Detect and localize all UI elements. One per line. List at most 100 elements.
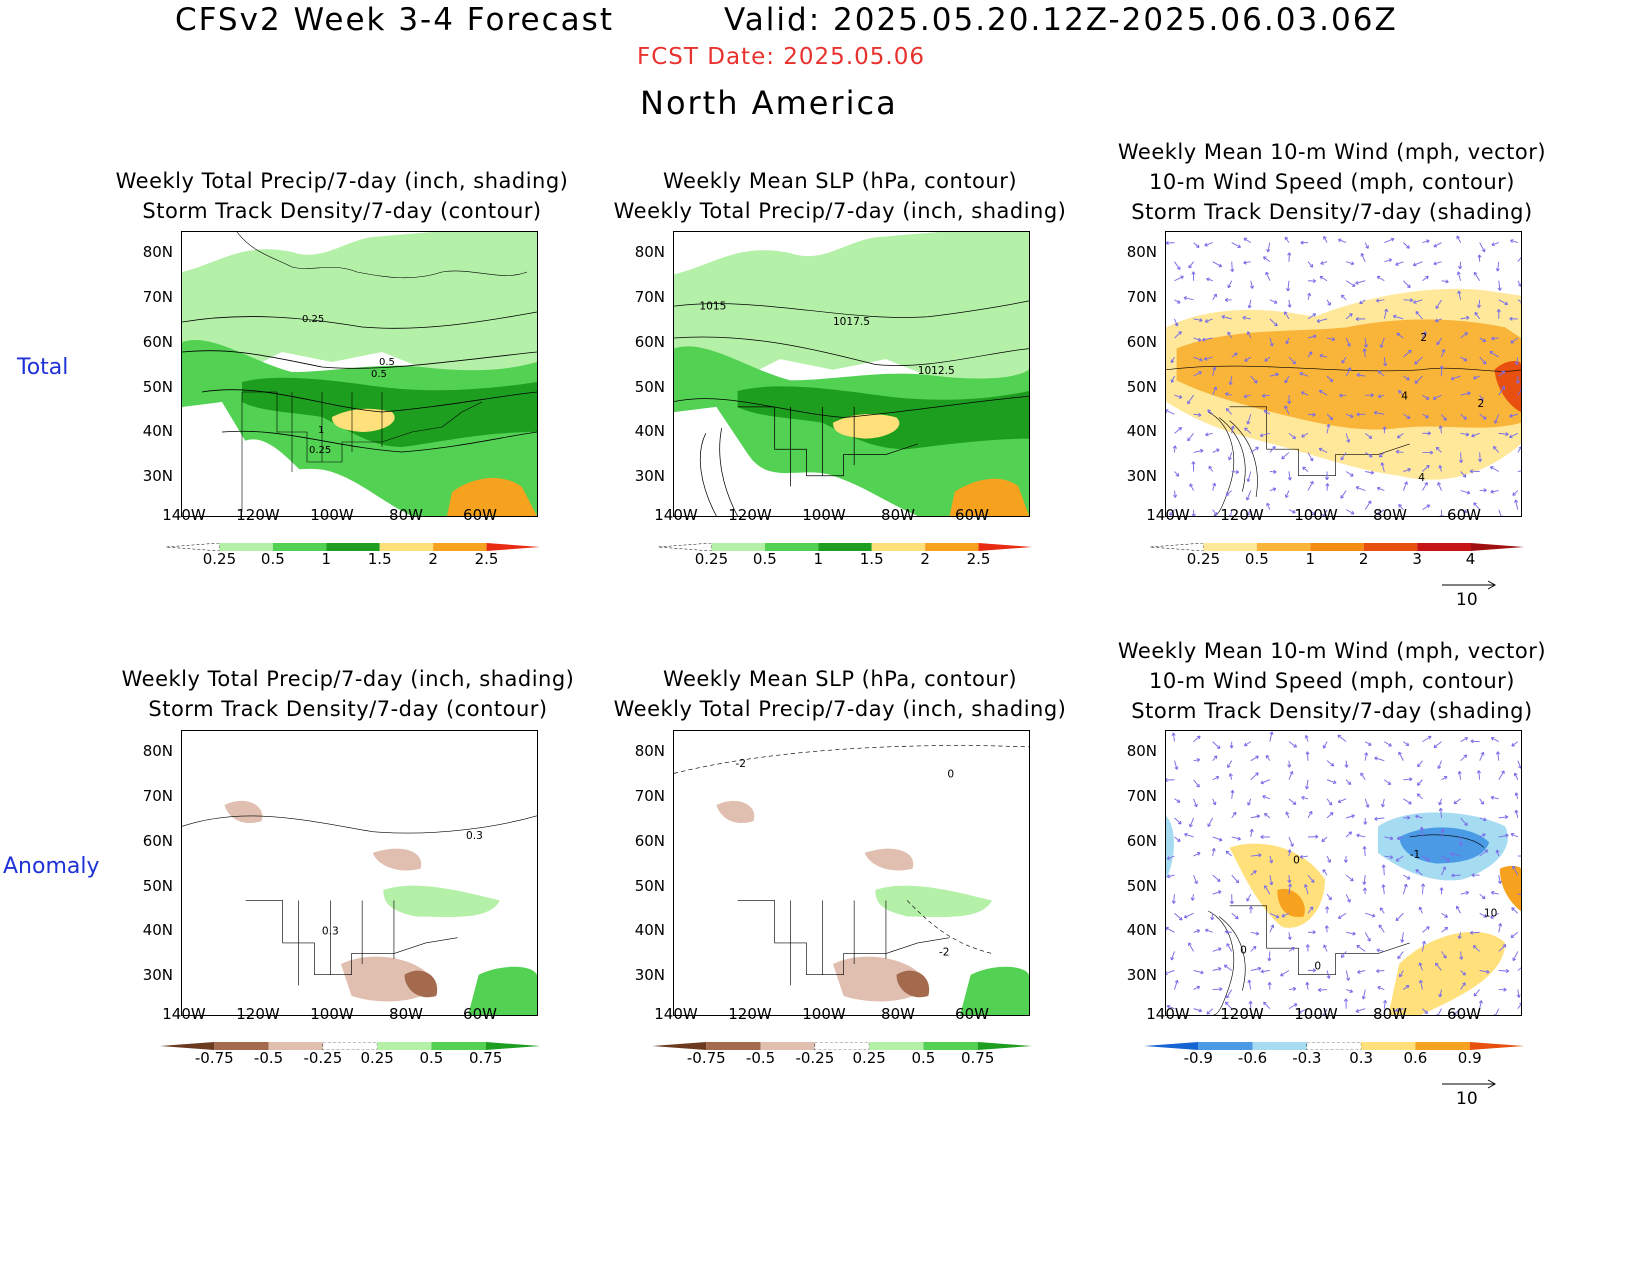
wind-vector (1307, 278, 1317, 284)
wind-vector (1174, 427, 1183, 434)
wind-vector (1250, 755, 1259, 762)
wind-vector (1345, 413, 1354, 418)
wind-vector (1511, 907, 1519, 914)
wind-vector (1403, 349, 1412, 358)
colorbar-swatch (219, 543, 273, 551)
wind-vector (1433, 741, 1442, 749)
wind-vector (1441, 413, 1447, 421)
wind-vector (1228, 452, 1233, 461)
lon-tick-label: 140W (654, 506, 698, 524)
wind-vector (1340, 294, 1347, 301)
wind-vector (1225, 490, 1233, 496)
wind-vector (1193, 412, 1202, 417)
colorbar-swatch (923, 1042, 978, 1050)
colorbar-swatch (1363, 543, 1418, 551)
wind-vector (1479, 817, 1487, 822)
wind-vector (1384, 836, 1394, 841)
wind-vector (1326, 375, 1334, 383)
wind-vector (1287, 849, 1292, 857)
wind-vector (1438, 989, 1443, 998)
wind-vector (1517, 387, 1521, 396)
colorbar-anom-slp (652, 1042, 1032, 1050)
wind-vector (1422, 926, 1430, 933)
wind-vector (1304, 734, 1309, 742)
wind-vector (1384, 258, 1393, 263)
wind-vector (1299, 372, 1309, 377)
wind-vector (1383, 308, 1389, 320)
wind-vector (1438, 464, 1443, 472)
wind-vector (1460, 332, 1468, 339)
colorbar-total-slp (658, 543, 1032, 551)
wind-vector (1319, 276, 1328, 282)
wind-vector (1476, 770, 1481, 780)
colorbar-tick-label: 0.6 (1403, 1049, 1428, 1067)
wind-vector (1262, 256, 1271, 263)
wind-vector (1246, 471, 1252, 483)
wind-vector (1441, 855, 1450, 862)
lon-tick-label: 120W (236, 1005, 280, 1023)
wind-vector (1402, 883, 1408, 895)
wind-vector (1392, 314, 1404, 320)
colorbar-swatch (711, 543, 765, 551)
map-anom-slp: -2 0 -2 (673, 730, 1030, 1016)
svg-text:4: 4 (1418, 472, 1425, 484)
forecast-date: FCST Date: 2025.05.06 (637, 44, 925, 70)
wind-vector (1457, 932, 1462, 940)
wind-vector (1378, 924, 1385, 933)
svg-text:-2: -2 (939, 947, 950, 959)
colorbar-tick-label: 1 (813, 550, 824, 568)
wind-vector (1170, 951, 1175, 961)
wind-vector (1396, 836, 1404, 841)
colorbar-swatch (1310, 543, 1364, 551)
lat-tick-label: 50N (1126, 877, 1157, 895)
wind-vector (1512, 951, 1519, 962)
wind-vector (1243, 394, 1251, 399)
wind-vector (1403, 375, 1410, 381)
wind-vector (1262, 795, 1271, 800)
wind-vector (1212, 366, 1217, 377)
wind-vector (1479, 337, 1487, 343)
precip-shade-orange (447, 477, 537, 516)
wind-vector (1376, 275, 1385, 282)
wind-vector (1244, 356, 1252, 362)
wind-vector (1249, 828, 1254, 838)
lon-tick-label: 100W (802, 506, 846, 524)
wind-vector (1382, 426, 1387, 434)
wind-vector (1344, 760, 1349, 768)
wind-vector (1397, 951, 1404, 960)
colorbar-swatch (160, 1042, 215, 1050)
wind-vector (1190, 894, 1195, 901)
wind-vector (1441, 349, 1446, 358)
wind-vector (1345, 779, 1352, 785)
lat-tick-label: 50N (634, 877, 665, 895)
wind-vector (1250, 772, 1259, 781)
svg-text:0.3: 0.3 (466, 830, 483, 842)
wind-vector (1356, 412, 1366, 417)
wind-vector (1265, 271, 1271, 281)
wind-vector (1322, 741, 1328, 749)
colorbar-tick-label: 2.5 (474, 550, 499, 568)
wind-vector (1174, 836, 1181, 842)
wind-vector (1201, 337, 1213, 342)
panel-title-total-precip: Weekly Total Precip/7-day (inch, shading… (115, 169, 569, 223)
wind-vector (1307, 834, 1319, 839)
wind-vector (1223, 964, 1232, 971)
wind-vector (1174, 471, 1180, 477)
wind-vector (1498, 923, 1503, 933)
wind-vector (1460, 391, 1471, 396)
wind-vector (1419, 826, 1424, 838)
colorbar-tick-label: 1 (1305, 550, 1316, 568)
wind-vector (1517, 760, 1521, 769)
colorbar-tick-label: -0.25 (795, 1049, 835, 1067)
wind-vector (1248, 906, 1254, 914)
wind-vector (1231, 811, 1237, 819)
wind-vector (1250, 375, 1258, 384)
wind-vector (1365, 393, 1374, 398)
lat-tick-label: 80N (142, 243, 173, 261)
wind-vector (1324, 471, 1329, 481)
wind-vector (1203, 356, 1213, 361)
wind-vector (1193, 779, 1200, 788)
colorbar-tick-label: -0.5 (253, 1049, 284, 1067)
colorbar-tick-label: 0.5 (1244, 550, 1269, 568)
wind-vector (1517, 280, 1521, 287)
